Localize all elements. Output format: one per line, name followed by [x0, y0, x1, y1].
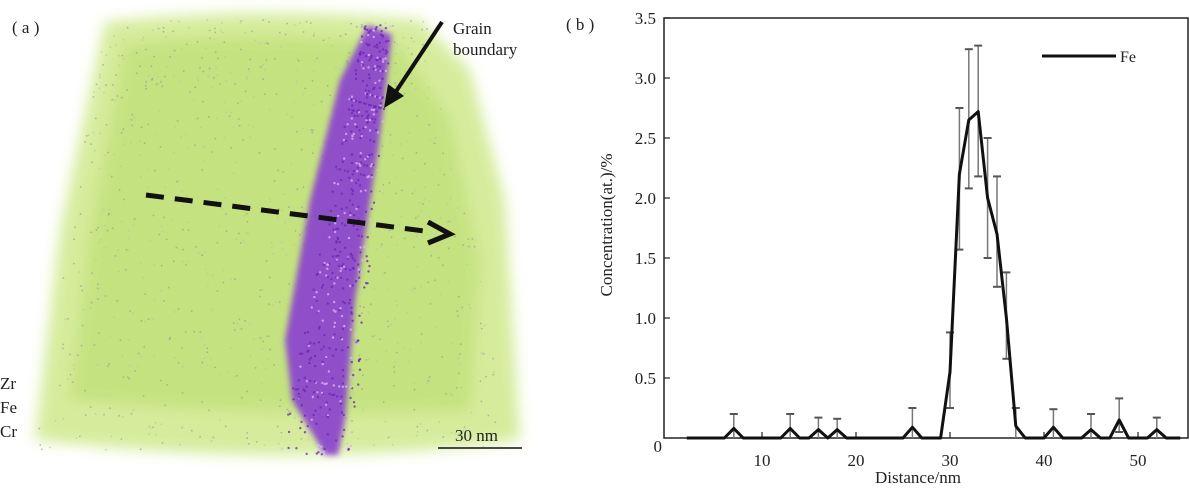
fe-series-line — [686, 110, 1181, 440]
y-tick-label: 1.0 — [635, 309, 656, 328]
error-bar — [814, 416, 823, 438]
x-tick-label: 50 — [1130, 451, 1147, 470]
annotation-line-2: boundary — [453, 40, 518, 59]
y-tick-label: 2.0 — [635, 189, 656, 208]
atom-probe-map: ( a ) Grain boundary Zr Fe Cr 30 nm — [0, 0, 600, 486]
error-bar — [1087, 413, 1095, 438]
fe-atom-dots — [280, 24, 392, 456]
error-bar — [786, 413, 795, 438]
plot-frame — [663, 17, 1189, 439]
y-tick-label: 3.5 — [635, 9, 656, 28]
x-tick-label: 10 — [754, 451, 771, 470]
profile-direction-arrow — [145, 192, 456, 246]
y-tick-label: 0.5 — [635, 369, 656, 388]
atom-map-image — [35, 12, 522, 456]
error-bar — [729, 413, 738, 438]
error-bar — [1049, 408, 1058, 438]
scale-bar-label: 30 nm — [455, 426, 498, 445]
y-axis-label: Concentration(at.)/% — [597, 153, 616, 296]
legend-fe-label: Fe — [1120, 49, 1136, 66]
y-tick-label: 0 — [654, 437, 663, 456]
y-tick-label: 2.5 — [635, 129, 656, 148]
annotation-line-1: Grain — [453, 19, 492, 38]
error-bar — [1152, 416, 1161, 438]
y-tick-label: 1.5 — [635, 249, 656, 268]
element-legend: Zr Fe Cr — [0, 372, 17, 444]
x-axis-label: Distance/nm — [875, 468, 961, 486]
x-tick-label: 40 — [1036, 451, 1053, 470]
grain-boundary-annotation: Grain boundary — [453, 18, 517, 60]
panel-a-label: ( a ) — [12, 18, 40, 37]
element-cr: Cr — [0, 422, 17, 441]
panel-b-label: ( b ) — [566, 15, 594, 34]
element-fe: Fe — [0, 398, 17, 417]
y-tick-label: 3.0 — [635, 69, 656, 88]
x-tick-label: 20 — [848, 451, 865, 470]
grain-boundary-arrow — [384, 20, 444, 108]
element-zr: Zr — [0, 374, 17, 393]
x-tick-label: 30 — [942, 451, 959, 470]
error-bar — [1115, 397, 1124, 433]
error-bar — [908, 407, 917, 438]
